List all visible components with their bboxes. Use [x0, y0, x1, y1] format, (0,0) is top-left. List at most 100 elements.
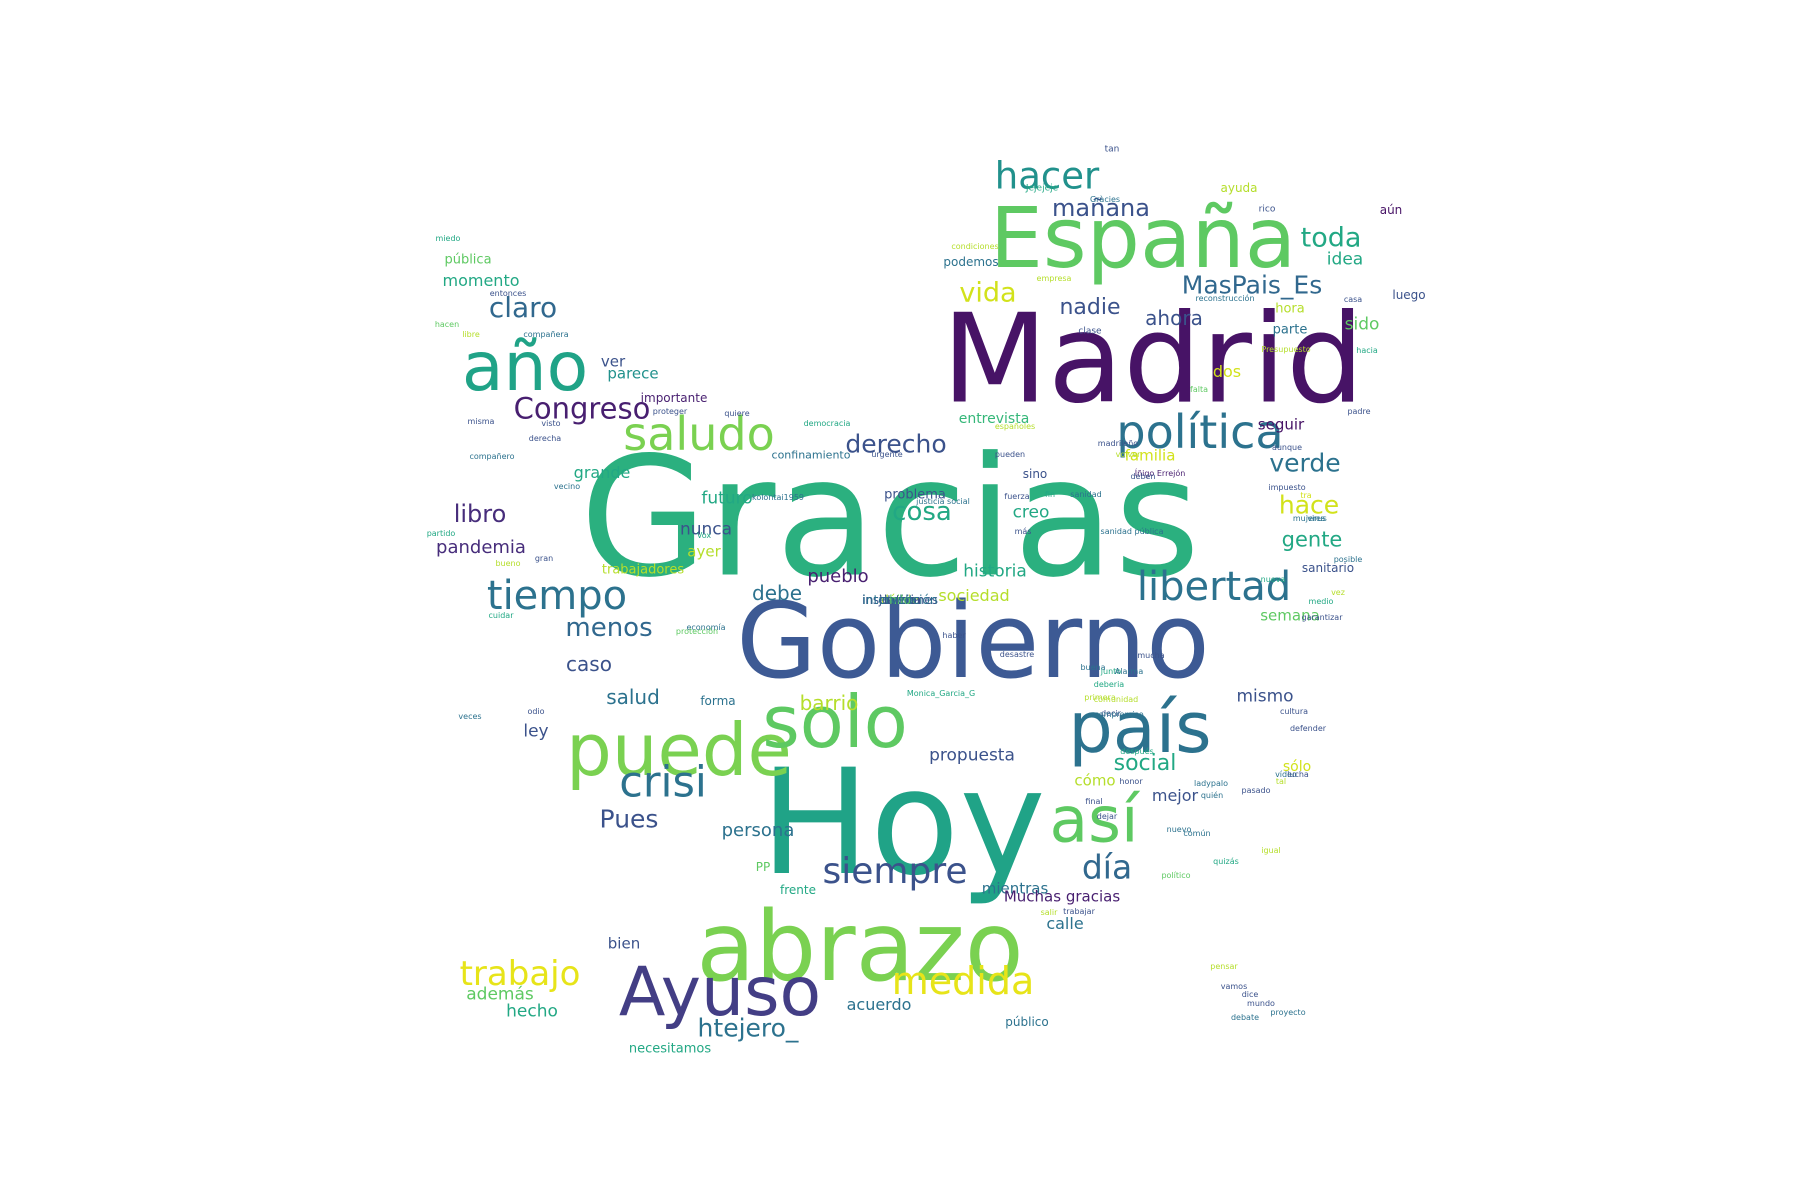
word-103: entonces — [489, 289, 527, 298]
word-39: htejero_ — [697, 1013, 799, 1043]
word-116: padre — [1347, 407, 1371, 416]
word-46: familia — [1124, 446, 1176, 465]
word-28: mañana — [1052, 194, 1150, 222]
word-177: final — [1085, 797, 1103, 806]
word-125: volver — [1115, 450, 1141, 459]
word-143: bueno — [495, 559, 521, 568]
word-29: nadie — [1059, 295, 1121, 320]
word-18: hacer — [994, 154, 1100, 198]
word-94: ayuda — [1220, 181, 1258, 195]
word-97: Jejejeje — [1025, 183, 1059, 194]
word-169: después — [1120, 747, 1154, 756]
word-86: hecho — [506, 1001, 558, 1022]
word-52: importante — [640, 391, 708, 405]
word-117: misma — [467, 417, 495, 426]
word-35: gente — [1281, 527, 1343, 552]
word-89: necesitamos — [628, 1041, 712, 1057]
word-199: hilo — [889, 593, 911, 607]
word-44: dos — [1212, 362, 1242, 381]
word-135: fuerza — [1004, 492, 1030, 501]
word-146: vez — [1331, 588, 1345, 597]
word-100: miedo — [435, 234, 461, 243]
word-162: primera — [1084, 693, 1116, 702]
word-178: dejar — [1096, 812, 1118, 821]
word-10: Ayuso — [618, 953, 822, 1032]
word-184: salir — [1040, 908, 1058, 917]
word-192: dónde — [881, 593, 919, 607]
word-179: nuevo — [1166, 825, 1192, 834]
word-154: desastre — [999, 650, 1035, 659]
word-166: cultura — [1279, 707, 1309, 716]
word-127: Íñigo Errejón — [1134, 469, 1186, 478]
word-75: sólo — [1282, 759, 1312, 775]
word-141: mujeres — [1292, 514, 1326, 523]
word-9: país — [1068, 687, 1212, 769]
word-198: instituciones — [861, 593, 939, 607]
word-189: mundo — [1247, 999, 1275, 1008]
word-49: pública — [444, 252, 492, 268]
word-113: proteger — [652, 407, 688, 416]
word-120: españoles — [994, 422, 1036, 431]
word-114: quiere — [724, 409, 750, 418]
word-88: público — [1005, 1015, 1049, 1029]
word-33: verde — [1269, 448, 1341, 478]
word-61: pandemia — [436, 537, 526, 558]
word-109: clase — [1078, 326, 1102, 337]
word-168: defender — [1289, 724, 1327, 733]
word-57: sino — [1022, 467, 1048, 481]
word-76: mejor — [1151, 786, 1199, 805]
word-53: grande — [573, 463, 631, 482]
word-159: deberia — [1093, 680, 1125, 689]
word-142: partido — [426, 529, 456, 538]
word-148: medio — [1308, 597, 1334, 606]
word-22: trabajo — [459, 954, 581, 994]
word-84: bien — [607, 934, 641, 953]
word-15: libertad — [1136, 564, 1292, 610]
word-119: visto — [541, 419, 561, 428]
word-110: Presupuesto — [1261, 345, 1311, 354]
word-181: igual — [1261, 846, 1281, 855]
word-123: compañero — [469, 452, 515, 461]
word-107: libre — [462, 330, 480, 339]
word-139: Vox — [696, 531, 712, 540]
word-155: mucha — [1137, 651, 1165, 660]
word-90: sanitario — [1301, 561, 1355, 575]
word-200: intervención — [862, 593, 938, 607]
word-150: economía — [686, 623, 726, 632]
word-14: saludo — [623, 407, 775, 461]
word-20: día — [1081, 847, 1133, 887]
word-195: tarde — [884, 593, 916, 607]
word-19: siempre — [822, 851, 968, 892]
word-6: abrazo — [696, 891, 1024, 1003]
word-151: protección — [675, 627, 719, 636]
word-21: medida — [891, 959, 1035, 1003]
word-43: parte — [1272, 322, 1308, 338]
word-2: Madrid — [941, 288, 1365, 432]
word-167: veces — [458, 712, 482, 721]
word-1: Gracias — [579, 421, 1201, 614]
word-156: buena — [1080, 663, 1106, 672]
word-144: gran — [534, 554, 554, 563]
word-36: libro — [453, 500, 507, 528]
word-183: político — [1161, 871, 1191, 880]
word-185: trabajar — [1063, 907, 1095, 916]
word-64: debe — [752, 581, 802, 605]
word-12: así — [1049, 783, 1139, 857]
word-79: PP — [755, 860, 771, 874]
word-91: semana — [1260, 606, 1320, 625]
word-60: ayer — [687, 542, 721, 561]
word-115: democracia — [803, 419, 851, 428]
word-104: reconstrucción — [1195, 294, 1255, 303]
word-122: madrileño — [1097, 439, 1139, 448]
word-31: derecho — [845, 429, 947, 459]
word-137: justicia social — [916, 497, 970, 506]
word-133: kolontai1959 — [751, 493, 805, 502]
word-186: pensar — [1210, 962, 1238, 971]
word-11: año — [461, 328, 589, 407]
word-126: aunque — [1271, 443, 1303, 452]
word-171: lucha — [1287, 770, 1309, 779]
word-24: claro — [488, 291, 558, 324]
word-81: mientras — [981, 879, 1049, 898]
word-67: caso — [566, 652, 612, 676]
word-106: hacen — [434, 320, 460, 329]
